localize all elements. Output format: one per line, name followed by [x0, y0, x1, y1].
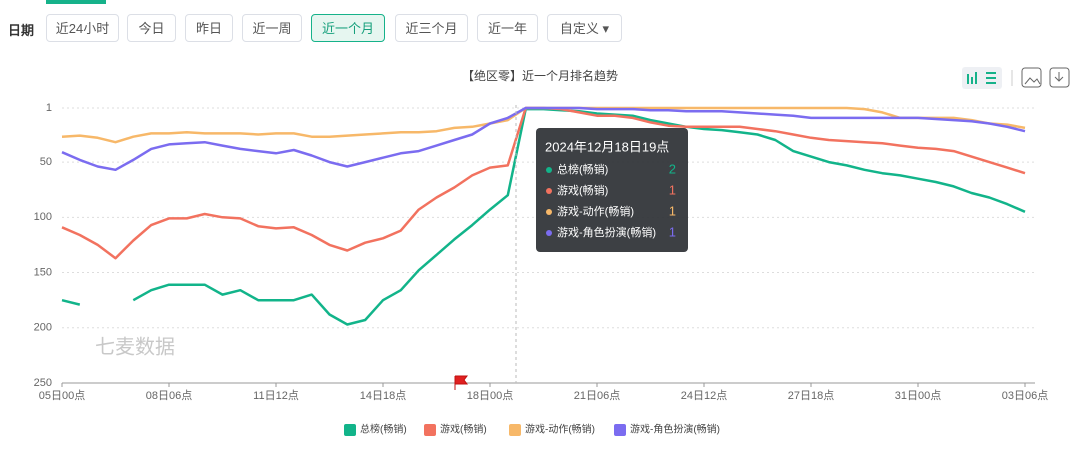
legend-label: 游戏(畅销): [440, 423, 487, 436]
filter-button[interactable]: 今日: [127, 14, 176, 42]
filter-button[interactable]: 自定义 ▾: [547, 14, 622, 42]
x-tick-label: 03日06点: [1002, 389, 1048, 402]
legend-label: 游戏-动作(畅销): [525, 423, 595, 436]
tooltip-name: 游戏(畅销): [557, 183, 608, 197]
tooltip-name: 游戏-动作(畅销): [557, 204, 634, 218]
x-tick-label: 11日12点: [253, 389, 299, 402]
legend-label: 总榜(畅销): [360, 423, 407, 436]
tooltip-value: 1: [669, 224, 676, 239]
tooltip-dot: [546, 209, 552, 215]
tooltip-name: 游戏-角色扮演(畅销): [557, 225, 656, 239]
y-tick-label: 200: [34, 322, 52, 334]
watermark: 七麦数据: [95, 335, 175, 358]
x-tick-label: 05日00点: [39, 389, 85, 402]
event-flag[interactable]: [454, 375, 468, 390]
legend-swatch: [344, 424, 356, 436]
filter-button[interactable]: 近24小时: [46, 14, 119, 42]
tooltip-value: 2: [669, 161, 676, 176]
chart-title: 【绝区零】近一个月排名趋势: [462, 68, 618, 83]
tooltip-dot: [546, 230, 552, 236]
filter-button[interactable]: 近一周: [242, 14, 302, 42]
top-strip: [46, 0, 106, 4]
download-icon[interactable]: [1049, 67, 1070, 88]
x-tick-label: 14日18点: [360, 389, 406, 402]
x-tick-label: 21日06点: [574, 389, 620, 402]
tooltip-value: 1: [669, 203, 676, 218]
x-tick-label: 27日18点: [788, 389, 834, 402]
legend-swatch: [614, 424, 626, 436]
legend-swatch: [424, 424, 436, 436]
x-tick-label: 24日12点: [681, 389, 727, 402]
y-tick-label: 250: [34, 377, 52, 389]
tooltip-title: 2024年12月18日19点: [545, 139, 669, 154]
x-tick-label: 08日06点: [146, 389, 192, 402]
series-line: [61, 106, 1026, 172]
filter-button[interactable]: 近一年: [477, 14, 538, 42]
x-tick-label: 31日00点: [895, 389, 941, 402]
tooltip-name: 总榜(畅销): [557, 162, 608, 176]
legend: 总榜(畅销) 游戏(畅销) 游戏-动作(畅销) 游戏-角色扮演(畅销): [344, 423, 720, 436]
image-icon[interactable]: [1021, 67, 1042, 88]
y-tick-label: 1: [46, 102, 52, 114]
tooltip-dot: [546, 188, 552, 194]
filter-button[interactable]: 近一个月: [311, 14, 385, 42]
y-tick-label: 150: [34, 266, 52, 278]
filter-button[interactable]: 近三个月: [395, 14, 468, 42]
icon: [967, 72, 996, 84]
legend-label: 游戏-角色扮演(畅销): [630, 423, 720, 436]
y-tick-label: 100: [34, 211, 52, 223]
tooltip-box: [536, 128, 688, 252]
legend-swatch: [509, 424, 521, 436]
icon: [1024, 72, 1064, 85]
filter-button[interactable]: 昨日: [185, 14, 233, 42]
date-label: 日期: [8, 23, 35, 38]
y-tick-label: 50: [40, 156, 52, 168]
x-tick-label: 18日00点: [467, 389, 513, 402]
tooltip-dot: [546, 167, 552, 173]
tooltip-value: 1: [669, 182, 676, 197]
